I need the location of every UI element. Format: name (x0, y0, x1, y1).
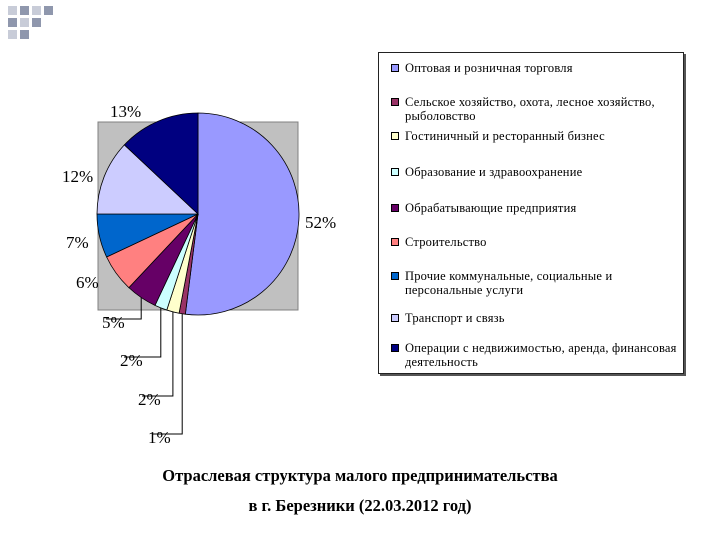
legend-label: Гостиничный и ресторанный бизнес (405, 129, 605, 143)
data-label-4: 2% (120, 351, 143, 370)
legend-label: Прочие коммунальные, социальные и персон… (405, 269, 613, 297)
legend-label: Образование и здравоохранение (405, 165, 583, 179)
legend-swatch (391, 98, 399, 106)
leader-line-5 (106, 297, 142, 320)
data-label-8: 12% (62, 167, 93, 186)
legend-swatch (391, 204, 399, 212)
data-label-1: 52% (305, 213, 336, 232)
leader-line-2 (152, 313, 183, 435)
data-label-5: 5% (102, 313, 125, 332)
data-label-6: 6% (76, 273, 99, 292)
data-label-3: 2% (138, 390, 161, 409)
legend-label: Транспорт и связь (405, 311, 505, 325)
corner-decoration (8, 6, 53, 39)
legend-label: Обрабатывающие предприятия (405, 201, 577, 215)
legend-swatch (391, 314, 399, 322)
chart-subtitle: в г. Березники (22.03.2012 год) (248, 496, 472, 515)
chart-title: Отраслевая структура малого предпринимат… (162, 466, 558, 485)
legend-label: Сельское хозяйство, охота, лесное хозяйс… (405, 95, 655, 123)
legend-swatch (391, 272, 399, 280)
pie-slice-8 (96, 144, 200, 215)
data-label-7: 7% (66, 233, 89, 252)
pie-slice-1 (184, 112, 300, 316)
legend-label: Строительство (405, 235, 487, 249)
pie-slice-9 (123, 112, 199, 215)
legend-label: Операции с недвижимостью, аренда, финанс… (405, 341, 677, 369)
legend-swatch (391, 344, 399, 352)
data-label-2: 1% (148, 428, 171, 447)
legend-swatch (391, 238, 399, 246)
leader-line-3 (142, 311, 174, 397)
chart-legend: Оптовая и розничная торговля Сельское хоз… (378, 52, 684, 374)
legend-swatch (391, 64, 399, 72)
legend-swatch (391, 168, 399, 176)
legend-label: Оптовая и розничная торговля (405, 61, 573, 75)
data-label-9: 13% (110, 102, 141, 121)
leader-line-4 (124, 307, 162, 358)
legend-swatch (391, 132, 399, 140)
